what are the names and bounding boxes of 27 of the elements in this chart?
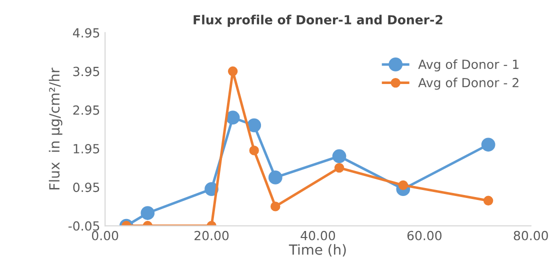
legend-label: Avg of Donor - 1 <box>418 59 518 72</box>
y-tick-label: 0.95 <box>73 182 100 192</box>
y-tick-label: 1.95 <box>74 144 100 154</box>
point <box>270 202 280 212</box>
point <box>481 138 496 152</box>
point <box>334 162 344 173</box>
point <box>228 66 238 76</box>
point <box>268 170 282 184</box>
point <box>140 206 155 220</box>
x-tick-label: 60.00 <box>407 230 442 240</box>
x-tick-label: 20.00 <box>194 230 229 240</box>
legend-label: Avg of Donor - 2 <box>418 78 518 90</box>
y-tick-label: -0.05 <box>68 221 100 231</box>
y-tick-label: 4.95 <box>72 28 100 38</box>
y-axis-title: Flux in µg/cm²/hr <box>48 68 62 190</box>
y-tick-label: 3.95 <box>73 66 100 76</box>
point <box>332 149 346 164</box>
point <box>226 110 240 125</box>
point <box>483 196 494 206</box>
point <box>249 146 259 156</box>
x-tick-label: 80.00 <box>514 230 548 240</box>
x-tick-label: 40.00 <box>300 230 336 240</box>
point <box>247 118 262 132</box>
x-tick-label: 0.00 <box>92 230 118 240</box>
chart-title: Flux profile of Doner-1 and Doner-2 <box>194 14 442 27</box>
x-axis-title: Time (h) <box>288 244 346 256</box>
y-tick-label: 2.95 <box>73 105 100 115</box>
